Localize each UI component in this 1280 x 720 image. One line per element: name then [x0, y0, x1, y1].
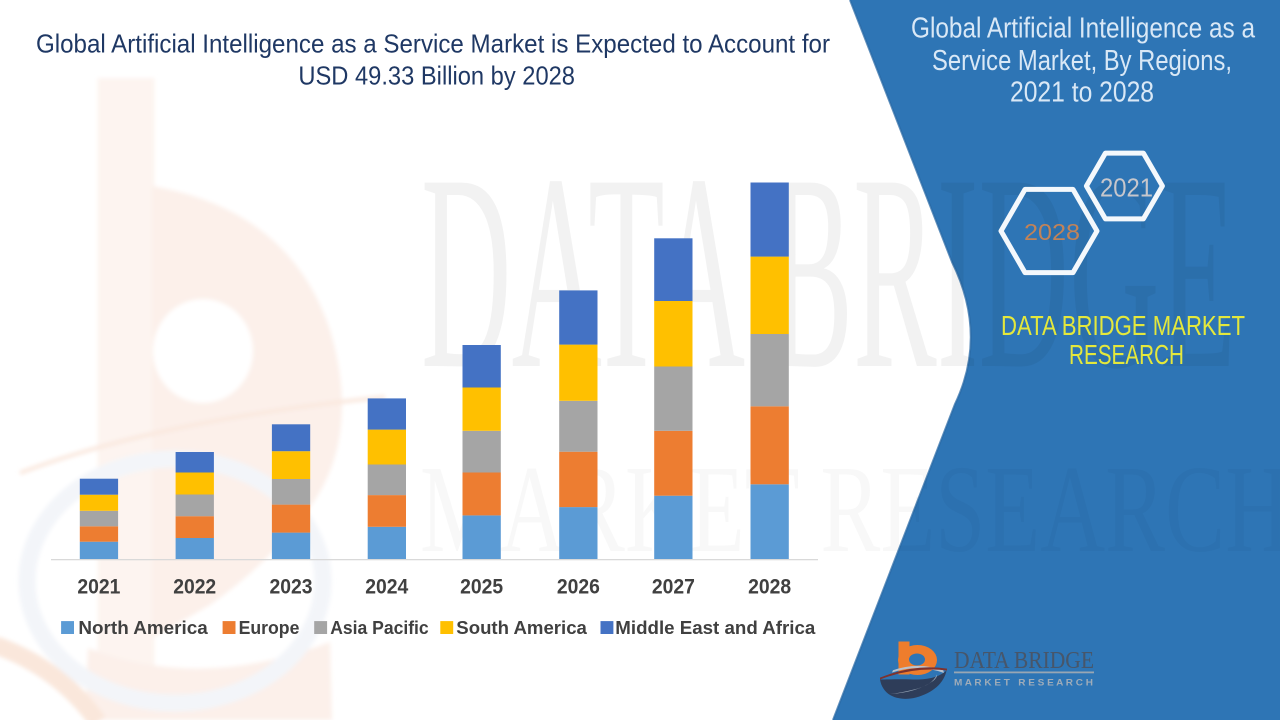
svg-text:Europe: Europe — [239, 618, 300, 638]
svg-text:Global Artificial Intelligence: Global Artificial Intelligence as a — [911, 13, 1256, 45]
svg-text:2026: 2026 — [557, 576, 600, 599]
svg-text:M A R K E T R E S E A R C H: M A R K E T R E S E A R C H — [954, 678, 1093, 688]
svg-text:2021 to 2028: 2021 to 2028 — [1010, 77, 1154, 109]
svg-text:2024: 2024 — [365, 576, 408, 599]
svg-text:2025: 2025 — [460, 576, 503, 599]
svg-text:DATA BRIDGE: DATA BRIDGE — [954, 648, 1094, 674]
svg-text:2023: 2023 — [270, 576, 313, 599]
svg-text:2021: 2021 — [1100, 172, 1153, 202]
svg-text:RESEARCH: RESEARCH — [1069, 339, 1184, 370]
svg-text:DATA BRIDGE: DATA BRIDGE — [421, 116, 1236, 427]
svg-text:Middle East and Africa: Middle East and Africa — [615, 618, 816, 638]
svg-text:Asia Pacific: Asia Pacific — [330, 618, 429, 638]
svg-text:2021: 2021 — [77, 576, 120, 599]
svg-text:South America: South America — [456, 618, 588, 638]
svg-text:2028: 2028 — [1024, 219, 1080, 245]
svg-text:2028: 2028 — [748, 576, 791, 599]
svg-text:USD 49.33 Billion by 2028: USD 49.33 Billion by 2028 — [298, 60, 575, 90]
svg-text:DATA BRIDGE MARKET: DATA BRIDGE MARKET — [1001, 310, 1245, 341]
svg-text:MARKET RESEARCH: MARKET RESEARCH — [420, 441, 1280, 579]
svg-text:Service Market, By Regions,: Service Market, By Regions, — [932, 45, 1232, 77]
svg-text:North America: North America — [78, 618, 208, 638]
svg-text:2027: 2027 — [652, 576, 695, 599]
svg-text:2022: 2022 — [173, 576, 216, 599]
svg-text:Global Artificial Intelligence: Global Artificial Intelligence as a Serv… — [36, 28, 830, 58]
